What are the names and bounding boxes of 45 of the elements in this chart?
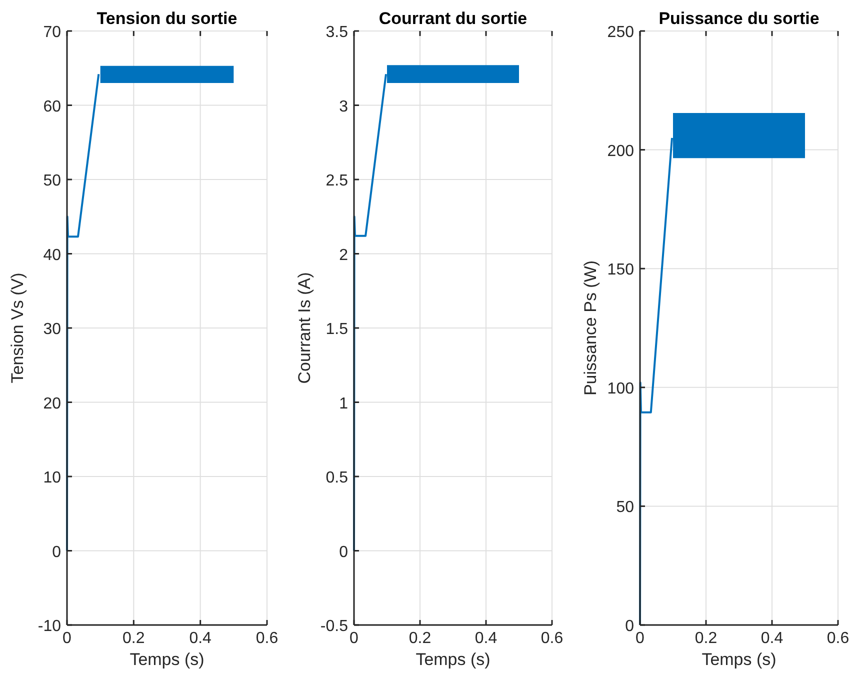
x-axis-title: Temps (s) <box>130 650 204 669</box>
x-axis-title: Temps (s) <box>702 650 776 669</box>
y-tick-label: 2.5 <box>326 172 348 190</box>
y-tick-label: 0 <box>339 544 348 561</box>
x-tick-label: 0.4 <box>474 630 498 647</box>
y-tick-label: -0.5 <box>320 618 348 635</box>
y-tick-label: 70 <box>43 24 62 41</box>
chart-title: Courrant du sortie <box>378 9 528 28</box>
x-tick-label: 0.4 <box>760 630 784 647</box>
x-tick-label: 0.4 <box>189 630 212 647</box>
y-tick-label: 60 <box>43 98 62 116</box>
x-tick-label: 0.2 <box>408 630 432 647</box>
chart-title: Puissance du sortie <box>658 9 820 28</box>
x-tick-label: 0.6 <box>256 630 278 647</box>
y-tick-label: 100 <box>607 380 634 398</box>
y-tick-label: 50 <box>616 499 634 516</box>
y-tick-label: 0 <box>52 544 62 561</box>
y-tick-label: 0.5 <box>326 470 348 486</box>
x-tick-label: 0.2 <box>694 630 718 647</box>
y-tick-label: 1.5 <box>326 321 348 338</box>
x-tick-label: 0.2 <box>122 630 145 647</box>
y-tick-label: 150 <box>607 262 634 279</box>
y-tick-label: 30 <box>43 321 62 338</box>
x-tick-label: 0.6 <box>826 630 850 647</box>
y-tick-label: 1 <box>339 395 348 412</box>
x-axis-title: Temps (s) <box>416 650 490 669</box>
y-tick-label: 250 <box>607 24 634 41</box>
y-tick-label: 40 <box>43 246 62 264</box>
y-tick-label: 200 <box>607 142 634 160</box>
y-tick-label: 3 <box>339 98 348 116</box>
y-tick-label: 20 <box>43 395 62 412</box>
y-axis-title: Puissance Ps (W) <box>581 260 600 396</box>
y-tick-label: 2 <box>339 246 348 264</box>
y-axis-title: Tension Vs (V) <box>8 272 27 384</box>
x-tick-label: 0 <box>62 630 72 647</box>
y-axis-title: Courrant Is (A) <box>295 272 314 384</box>
y-tick-label: 3.5 <box>326 24 348 41</box>
x-tick-label: 0 <box>636 630 645 647</box>
y-tick-label: 0 <box>625 618 634 635</box>
y-tick-label: 50 <box>43 172 62 190</box>
x-tick-label: 0 <box>350 630 359 647</box>
chart-title: Tension du sortie <box>96 9 238 28</box>
x-tick-label: 0.6 <box>540 630 564 647</box>
y-tick-label: 10 <box>43 470 62 486</box>
y-tick-label: -10 <box>38 618 62 635</box>
